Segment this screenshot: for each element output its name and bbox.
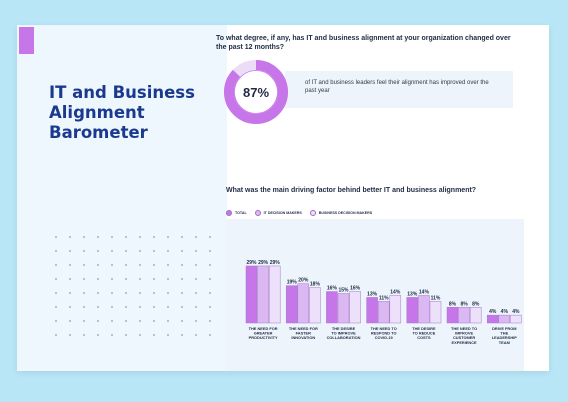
legend-label-total: TOTAL: [235, 211, 247, 215]
chart-background: [226, 219, 524, 371]
legend-swatch-total: [226, 210, 232, 216]
legend-label-business: BUSINESS DECISION MAKERS: [318, 211, 373, 215]
donut-arc: [224, 60, 288, 124]
donut-chart: [224, 60, 288, 124]
accent-tab: [19, 27, 34, 54]
legend-item-business: BUSINESS DECISION MAKERS: [309, 210, 373, 216]
legend-swatch-business: [309, 210, 316, 216]
chart-legend: TOTAL IT DECISION MAKERS BUSINESS DECISI…: [226, 209, 372, 217]
question-one: To what degree, if any, has IT and busin…: [216, 35, 511, 51]
legend-label-it: IT DECISION MAKERS: [263, 211, 302, 215]
stat-box: [285, 71, 513, 108]
panel-title: IT and Business Alignment Barometer: [49, 83, 195, 142]
donut-percent-label: 87%: [242, 84, 270, 100]
question-two: What was the main driving factor behind …: [226, 187, 477, 194]
stat-text: of IT and business leaders feel their al…: [305, 80, 489, 94]
dot-pattern: [49, 230, 214, 340]
legend-item-it: IT DECISION MAKERS: [254, 210, 302, 216]
donut-center: [234, 70, 278, 114]
legend-item-total: TOTAL: [226, 210, 247, 216]
legend-swatch-it: [254, 210, 261, 216]
